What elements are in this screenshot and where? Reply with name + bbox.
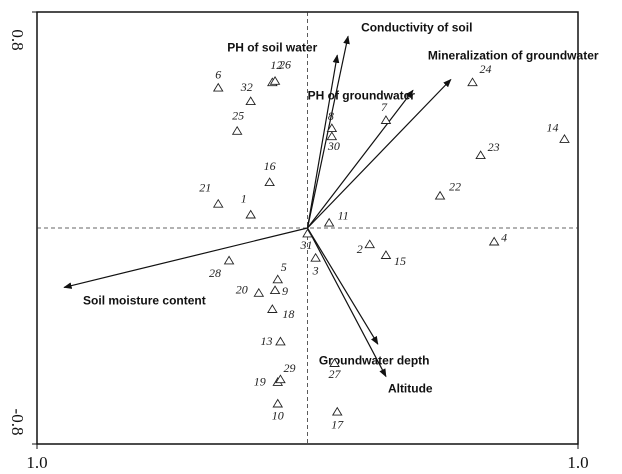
- point: [302, 228, 313, 238]
- point: [212, 82, 224, 92]
- point-label: 11: [338, 208, 349, 222]
- point-label: 24: [480, 62, 492, 76]
- point-label: 16: [264, 159, 276, 173]
- point: [467, 77, 478, 87]
- point: [380, 115, 392, 124]
- point-label: 5: [281, 260, 287, 274]
- arrow: [306, 227, 379, 345]
- arrow: [306, 54, 340, 229]
- point-label: 15: [394, 254, 406, 268]
- point-label: 20: [236, 283, 248, 297]
- point-label: 14: [546, 121, 558, 135]
- arrow-label: Soil moisture content: [83, 294, 206, 308]
- point-label: 21: [199, 180, 211, 194]
- point-label: 26: [279, 58, 291, 72]
- point: [267, 304, 278, 313]
- point: [275, 336, 286, 346]
- point-label: 10: [272, 408, 284, 422]
- point: [275, 374, 286, 384]
- point-label: 18: [282, 307, 294, 321]
- point: [310, 252, 321, 262]
- y-tick-label: -0.8: [8, 409, 27, 436]
- point: [329, 358, 340, 367]
- arrow-label: PH of groundwater: [308, 88, 416, 102]
- point: [272, 274, 284, 284]
- arrow: [307, 89, 414, 229]
- point-label: 12: [270, 58, 282, 72]
- point-label: 17: [331, 417, 344, 431]
- point: [212, 198, 224, 208]
- point-label: 8: [328, 109, 334, 123]
- arrow: [306, 35, 350, 229]
- point: [231, 125, 243, 135]
- point-label: 4: [501, 230, 507, 244]
- point: [269, 285, 281, 295]
- point-label: 29: [283, 361, 295, 375]
- point: [559, 134, 570, 143]
- arrow-label: Altitude: [388, 382, 433, 396]
- point: [253, 287, 265, 297]
- point-label: 9: [282, 284, 288, 298]
- point-label: 22: [449, 179, 461, 193]
- point-label: 3: [312, 263, 319, 277]
- point-label: 7: [381, 100, 388, 114]
- x-tick-label: 1.0: [26, 453, 47, 472]
- point-label: 13: [260, 334, 272, 348]
- point-label: 25: [232, 109, 244, 123]
- arrow-label: PH of soil water: [227, 40, 317, 54]
- point: [323, 217, 335, 227]
- point: [264, 177, 275, 187]
- point-label: 2: [357, 242, 363, 256]
- point: [475, 150, 486, 160]
- arrow-label: Conductivity of soil: [361, 20, 472, 34]
- y-tick-label: 0.8: [8, 29, 27, 50]
- point: [223, 255, 235, 265]
- point-label: 23: [488, 140, 500, 154]
- point: [245, 209, 256, 219]
- point-label: 6: [215, 67, 221, 81]
- arrow-label: Groundwater depth: [319, 353, 430, 367]
- point: [272, 398, 284, 408]
- point-label: 19: [254, 375, 266, 389]
- point-label: 30: [327, 139, 340, 153]
- point: [331, 406, 343, 416]
- point-label: 27: [329, 367, 342, 381]
- arrow: [306, 227, 387, 378]
- arrow-label: Mineralization of groundwater: [428, 49, 599, 63]
- point: [326, 131, 338, 141]
- point: [364, 239, 376, 249]
- point-label: 1: [241, 191, 247, 205]
- point: [380, 250, 392, 259]
- point: [269, 75, 281, 85]
- x-tick-label: 1.0: [567, 453, 588, 472]
- point: [488, 236, 500, 246]
- arrow: [63, 227, 308, 289]
- point-label: 28: [209, 266, 221, 280]
- point-label: 32: [240, 80, 253, 94]
- point: [434, 190, 446, 200]
- point: [245, 96, 256, 106]
- arrow: [307, 78, 452, 229]
- point-label: 31: [300, 238, 313, 252]
